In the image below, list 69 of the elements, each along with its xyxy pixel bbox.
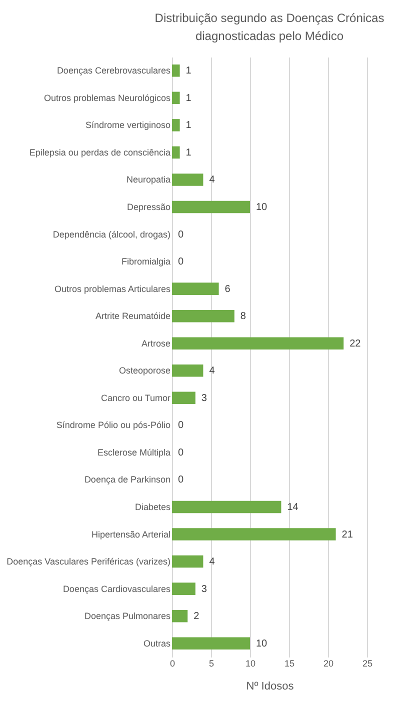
- bar: [172, 174, 204, 186]
- chart-title: Distribuição segundo as Doenças Crónicas diagnosticadas pelo Médico: [154, 11, 384, 43]
- y-tick-label: Epilepsia ou perdas de consciência: [29, 147, 170, 158]
- bar: [172, 637, 250, 650]
- data-label: 0: [178, 420, 184, 432]
- data-label: 0: [178, 447, 184, 458]
- x-tick-label: 20: [323, 658, 334, 668]
- x-tick-label: 10: [245, 658, 256, 668]
- y-tick-label: Esclerose Múltipla: [97, 447, 170, 458]
- data-label: 0: [178, 229, 184, 240]
- bar: [172, 528, 336, 540]
- y-tick-label: Depressão: [126, 202, 170, 212]
- y-tick-label: Dependência (álcool, drogas): [52, 229, 170, 240]
- bar: [172, 119, 180, 132]
- y-tick-label: Outras: [143, 638, 171, 648]
- bar: [172, 64, 180, 77]
- data-label: 3: [201, 392, 208, 404]
- y-tick-label: Síndrome Pólio ou pós-Pólio: [56, 420, 170, 430]
- data-label: 8: [240, 311, 246, 322]
- y-tick-label: Osteoporose: [118, 366, 170, 376]
- data-label: 10: [256, 638, 268, 650]
- bar: [172, 555, 204, 568]
- data-label: 14: [287, 502, 299, 513]
- x-tick-label: 0: [170, 658, 176, 668]
- data-label: 4: [209, 556, 216, 568]
- y-tick-label: Artrose: [141, 338, 170, 348]
- data-label: 2: [194, 611, 200, 622]
- bar: [172, 92, 180, 104]
- y-tick-label: Artrite Reumatóide: [95, 311, 170, 322]
- bar: [172, 337, 344, 350]
- x-tick-label: 5: [208, 658, 214, 668]
- bar: [172, 364, 204, 377]
- y-tick-label: Neuropatia: [126, 174, 170, 185]
- bar: [172, 610, 188, 622]
- data-label: 3: [201, 584, 208, 595]
- y-tick-label: Fibromialgia: [121, 256, 170, 267]
- data-label: 6: [224, 284, 231, 295]
- y-tick-label: Doenças Cerebrovasculares: [56, 66, 171, 76]
- data-label: 0: [178, 256, 184, 268]
- y-tick-label: Diabetes: [134, 502, 171, 512]
- y-tick-label: Outros problemas Articulares: [54, 284, 171, 294]
- y-tick-label: Doenças Cardiovasculares: [62, 584, 171, 594]
- y-tick-label: Doença de Parkinson: [84, 474, 170, 485]
- data-label: 1: [186, 147, 192, 158]
- bar: [172, 200, 250, 214]
- data-label: 10: [256, 202, 268, 213]
- bar: [172, 146, 180, 159]
- data-label: 0: [178, 474, 184, 486]
- bar: [172, 582, 196, 595]
- y-tick-label: Cancro ou Tumor: [100, 392, 170, 403]
- data-label: 4: [209, 366, 216, 377]
- bar: [172, 310, 234, 322]
- data-label: 21: [342, 529, 354, 540]
- y-tick-label: Doenças Vasculares Periféricas (varizes): [6, 556, 170, 567]
- y-tick-label: Síndrome vertiginoso: [85, 120, 170, 130]
- bar: [172, 282, 219, 295]
- x-tick-label: 25: [362, 658, 373, 668]
- y-tick-label: Hipertensão Arterial: [91, 529, 170, 540]
- bar: [172, 392, 196, 404]
- x-tick-label: 15: [284, 658, 295, 668]
- x-axis-title: Nº Idosos: [246, 680, 294, 692]
- y-tick-label: Doenças Pulmonares: [84, 611, 171, 622]
- data-label: 1: [186, 92, 192, 104]
- data-label: 1: [186, 120, 192, 132]
- data-label: 1: [186, 66, 192, 77]
- data-label: 4: [209, 174, 216, 186]
- data-label: 22: [350, 338, 362, 350]
- y-tick-label: Outros problemas Neurológicos: [44, 92, 171, 103]
- bar: [172, 500, 282, 514]
